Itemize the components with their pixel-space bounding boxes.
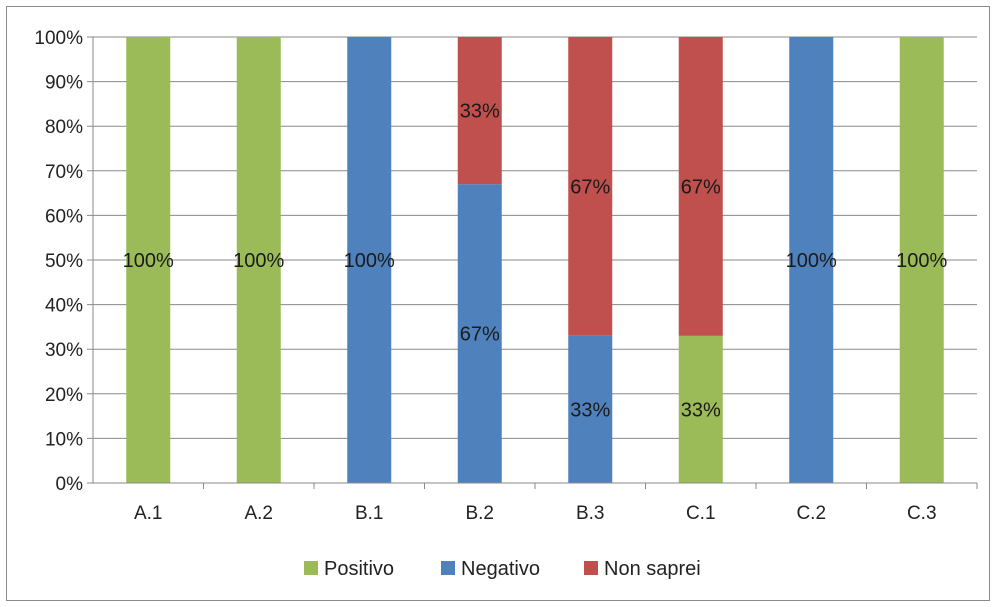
bar-segment bbox=[126, 37, 171, 483]
data-label: 100% bbox=[786, 250, 837, 272]
data-label: 100% bbox=[896, 250, 947, 272]
y-axis: 0% 10% 20% 30% 40% 50% 60% 70% 80% 90% 100% bbox=[34, 28, 94, 495]
bar-segment bbox=[678, 335, 723, 483]
bar-segment bbox=[899, 37, 944, 483]
data-labels: 100% 100% 100% 67% 33% 33% 67% 33% 67% 100% 100% bbox=[123, 101, 948, 422]
legend-swatch bbox=[584, 561, 598, 575]
data-label: 100% bbox=[123, 250, 174, 272]
legend-label: Non saprei bbox=[604, 558, 701, 580]
bar-segment bbox=[347, 37, 392, 483]
bars bbox=[126, 37, 944, 483]
x-tick-label: A.1 bbox=[134, 503, 163, 524]
data-label: 100% bbox=[233, 250, 284, 272]
data-label: 33% bbox=[570, 399, 610, 421]
y-tick-label: 40% bbox=[45, 296, 83, 317]
y-tick-label: 80% bbox=[45, 117, 83, 138]
x-tick-label: C.2 bbox=[796, 503, 826, 524]
bar-segment bbox=[568, 335, 613, 483]
bar-segment bbox=[678, 37, 723, 336]
legend: Positivo Negativo Non saprei bbox=[304, 558, 701, 580]
legend-label: Positivo bbox=[324, 558, 394, 580]
y-tick-label: 10% bbox=[45, 429, 83, 450]
data-label: 33% bbox=[681, 399, 721, 421]
x-tick-label: B.2 bbox=[465, 503, 494, 524]
bar-segment bbox=[457, 184, 502, 483]
data-label: 100% bbox=[344, 250, 395, 272]
x-tick-label: B.3 bbox=[576, 503, 605, 524]
y-tick-label: 30% bbox=[45, 340, 83, 361]
y-tick-label: 100% bbox=[34, 28, 83, 49]
data-label: 67% bbox=[570, 176, 610, 198]
data-label: 67% bbox=[460, 324, 500, 346]
gridlines bbox=[87, 36, 977, 484]
x-tick-label: C.3 bbox=[907, 503, 937, 524]
bar-segment bbox=[457, 37, 502, 185]
data-label: 67% bbox=[681, 176, 721, 198]
legend-label: Negativo bbox=[461, 558, 540, 580]
legend-swatch bbox=[304, 561, 318, 575]
legend-swatch bbox=[441, 561, 455, 575]
bar-segment bbox=[789, 37, 834, 483]
y-tick-label: 0% bbox=[56, 474, 84, 495]
y-tick-label: 50% bbox=[45, 251, 83, 272]
x-tick-label: C.1 bbox=[686, 503, 716, 524]
y-tick-label: 20% bbox=[45, 385, 83, 406]
data-label: 33% bbox=[460, 101, 500, 123]
x-axis: A.1 A.2 B.1 B.2 B.3 C.1 C.2 C.3 bbox=[93, 482, 978, 524]
bar-segment bbox=[236, 37, 281, 483]
y-tick-label: 90% bbox=[45, 73, 83, 94]
bar-segment bbox=[568, 37, 613, 336]
y-tick-label: 70% bbox=[45, 162, 83, 183]
y-tick-label: 60% bbox=[45, 206, 83, 227]
x-tick-label: A.2 bbox=[244, 503, 273, 524]
x-tick-label: B.1 bbox=[355, 503, 384, 524]
